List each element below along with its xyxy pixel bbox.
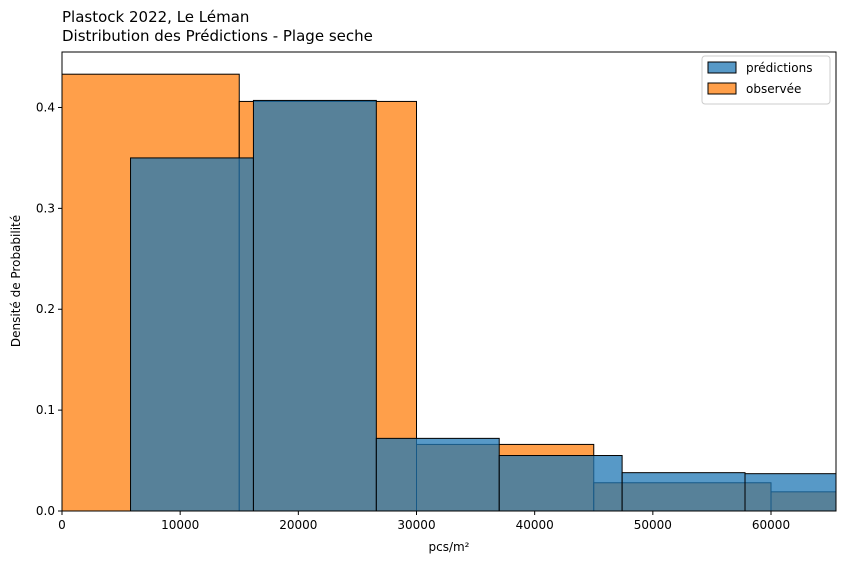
y-tick-label: 0.0 bbox=[36, 504, 55, 518]
bar-predictions-2 bbox=[375, 437, 500, 511]
x-tick-label: 50000 bbox=[634, 518, 672, 532]
x-tick-label: 0 bbox=[58, 518, 66, 532]
y-axis-label: Densité de Probabilité bbox=[9, 215, 23, 347]
x-tick-label: 30000 bbox=[397, 518, 435, 532]
x-tick-label: 60000 bbox=[752, 518, 790, 532]
plot-frame bbox=[61, 51, 837, 512]
chart-title-line1: Plastock 2022, Le Léman bbox=[62, 8, 249, 26]
chart-title-line2: Distribution des Prédictions - Plage sec… bbox=[62, 27, 373, 45]
legend-swatch-observee bbox=[707, 82, 737, 95]
x-tick-label: 20000 bbox=[279, 518, 317, 532]
bars-layer bbox=[62, 73, 836, 511]
bar-predictions-5 bbox=[744, 473, 836, 511]
legend-label-observee: observée bbox=[746, 82, 801, 96]
x-tick-label: 40000 bbox=[516, 518, 554, 532]
legend: prédictions observée bbox=[701, 55, 831, 105]
y-tick-label: 0.3 bbox=[36, 201, 55, 215]
y-tick-label: 0.4 bbox=[36, 100, 55, 114]
x-axis: 0 10000 20000 30000 40000 50000 60000 bbox=[58, 511, 790, 532]
x-tick-label: 10000 bbox=[161, 518, 199, 532]
legend-label-predictions: prédictions bbox=[746, 61, 812, 75]
legend-swatch-predictions bbox=[707, 61, 737, 74]
x-axis-label: pcs/m² bbox=[428, 540, 469, 554]
bar-predictions-0 bbox=[130, 157, 254, 511]
bar-predictions-4 bbox=[621, 472, 746, 511]
bar-predictions-3 bbox=[498, 455, 623, 511]
y-tick-label: 0.2 bbox=[36, 302, 55, 316]
y-tick-label: 0.1 bbox=[36, 403, 55, 417]
bar-predictions-1 bbox=[252, 99, 377, 511]
y-axis: 0.0 0.1 0.2 0.3 0.4 bbox=[36, 100, 62, 518]
